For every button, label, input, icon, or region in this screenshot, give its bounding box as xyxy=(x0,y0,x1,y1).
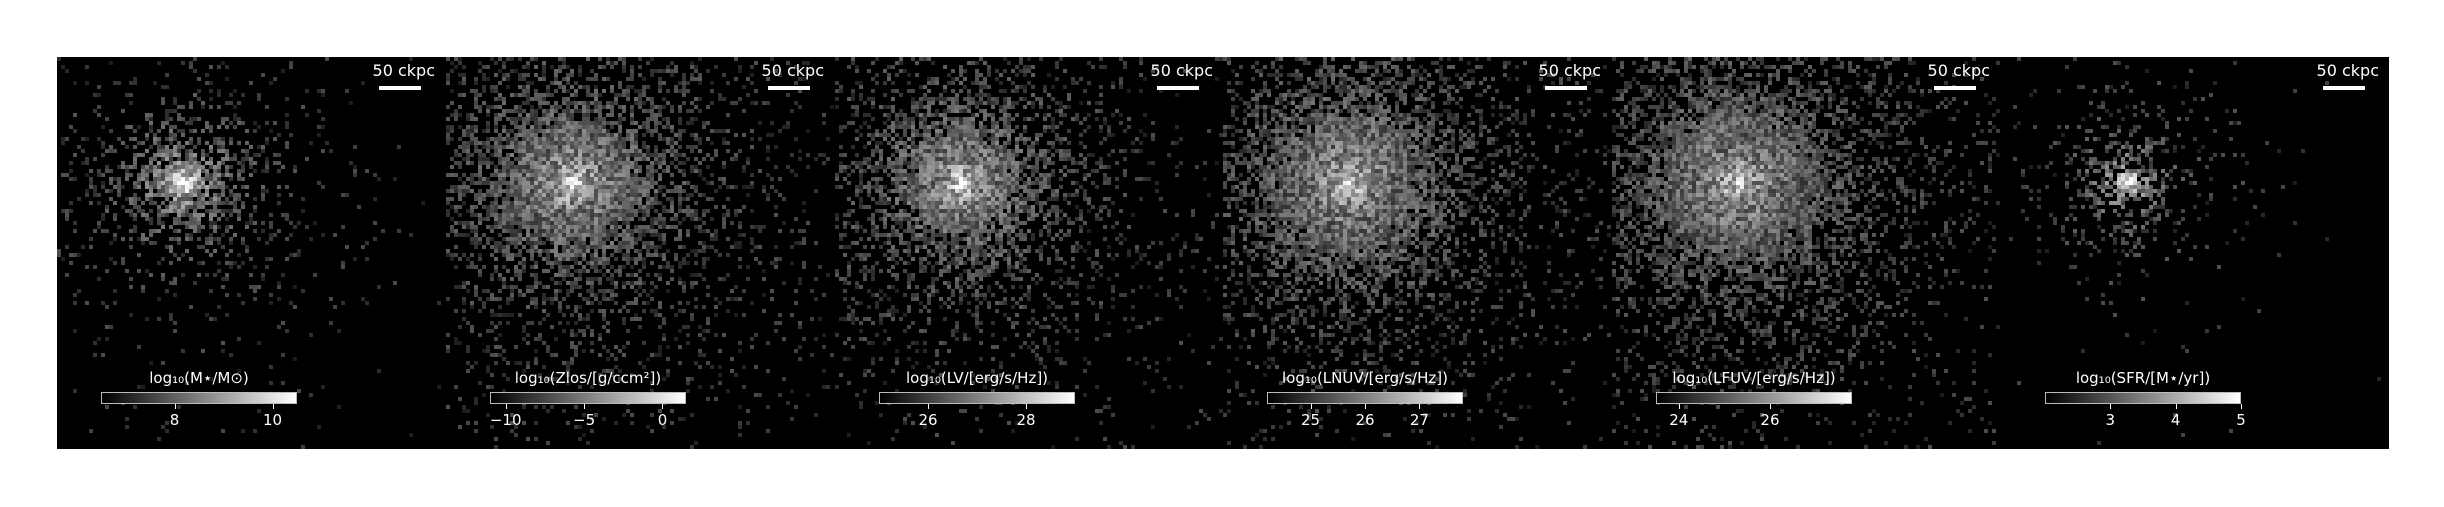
colorbar-tick-label: 24 xyxy=(1669,411,1689,429)
colorbar-label: log₁₀(SFR/[M⋆/yr]) xyxy=(2075,369,2211,387)
colorbar-tick-label: 26 xyxy=(1760,411,1780,429)
colorbar-tick-label: 10 xyxy=(262,411,283,429)
colorbar xyxy=(1267,392,1463,404)
map-panel-metal-column: 50 ckpc log₁₀(Zlos/[g/ccm²]) −10 −5 0 xyxy=(446,57,834,449)
map-panel-sfr: 50 ckpc log₁₀(SFR/[M⋆/yr]) 3 4 5 xyxy=(2001,57,2389,449)
map-panel-nuv-band: 50 ckpc log₁₀(LNUV/[erg/s/Hz]) 25 26 27 xyxy=(1223,57,1611,449)
colorbar xyxy=(101,392,297,404)
colorbar-label: log₁₀(Zlos/[g/ccm²]) xyxy=(514,369,662,387)
map-panel-v-band: 50 ckpc log₁₀(LV/[erg/s/Hz]) 26 28 xyxy=(835,57,1223,449)
colorbar-tick-label: −5 xyxy=(573,411,596,429)
colorbar-label: log₁₀(LFUV/[erg/s/Hz]) xyxy=(1672,369,1836,387)
colorbar-tick xyxy=(928,404,929,409)
colorbar-tick-label: 26 xyxy=(1355,411,1375,429)
colorbar xyxy=(879,392,1075,404)
projected-map-image xyxy=(2001,57,2389,449)
colorbar-tick-label: 0 xyxy=(657,411,668,429)
colorbar-tick xyxy=(2110,404,2112,409)
colorbar-label: log₁₀(LNUV/[erg/s/Hz]) xyxy=(1282,369,1448,387)
colorbar-label: log₁₀(LV/[erg/s/Hz]) xyxy=(905,369,1049,387)
colorbar-tick-label: 4 xyxy=(2170,411,2181,429)
scale-bar xyxy=(768,86,810,90)
colorbar xyxy=(1656,392,1852,404)
colorbar-tick xyxy=(662,404,664,409)
map-panel-fuv-band: 50 ckpc log₁₀(LFUV/[erg/s/Hz]) 24 26 xyxy=(1612,57,2000,449)
colorbar xyxy=(490,392,686,404)
colorbar-tick xyxy=(1419,404,1421,409)
projected-map-image xyxy=(1223,57,1611,449)
colorbar-tick xyxy=(174,404,176,409)
colorbar-tick-label: 27 xyxy=(1409,411,1429,429)
scale-bar xyxy=(1934,86,1976,90)
scale-bar xyxy=(1545,86,1587,90)
colorbar xyxy=(2045,392,2241,404)
colorbar-tick-label: −10 xyxy=(489,411,522,429)
colorbar-tick xyxy=(1769,404,1771,409)
colorbar-tick xyxy=(2241,404,2242,409)
scale-bar-label: 50 ckpc xyxy=(761,61,824,80)
colorbar-tick xyxy=(1678,404,1680,409)
colorbar-tick xyxy=(1026,404,1027,409)
colorbar-tick xyxy=(584,404,586,409)
projected-map-image xyxy=(57,57,445,449)
colorbar-tick xyxy=(505,404,507,409)
scale-bar-label: 50 ckpc xyxy=(1150,61,1213,80)
scale-bar xyxy=(379,86,421,90)
scale-bar xyxy=(1157,86,1199,90)
projected-map-image xyxy=(1612,57,2000,449)
scale-bar-label: 50 ckpc xyxy=(372,61,435,80)
colorbar-tick xyxy=(1310,404,1312,409)
projected-map-image xyxy=(446,57,834,449)
colorbar-label: log₁₀(M⋆/M⊙) xyxy=(149,369,249,387)
scale-bar-label: 50 ckpc xyxy=(1927,61,1990,80)
scale-bar-label: 50 ckpc xyxy=(2316,61,2379,80)
colorbar-tick-label: 25 xyxy=(1301,411,1321,429)
colorbar-tick xyxy=(272,404,274,409)
scale-bar xyxy=(2323,86,2365,90)
colorbar-tick xyxy=(2175,404,2177,409)
map-panel-stellar-mass: 50 ckpc log₁₀(M⋆/M⊙) 8 10 xyxy=(57,57,445,449)
colorbar-tick-label: 5 xyxy=(2236,411,2246,429)
colorbar-tick-label: 26 xyxy=(918,411,938,429)
colorbar-tick xyxy=(1365,404,1366,409)
scale-bar-label: 50 ckpc xyxy=(1538,61,1601,80)
colorbar-tick-label: 8 xyxy=(169,411,180,429)
projected-map-image xyxy=(835,57,1223,449)
colorbar-tick-label: 3 xyxy=(2105,411,2116,429)
map-panel-strip: 50 ckpc log₁₀(M⋆/M⊙) 8 10 50 ckpc log₁₀(Zlos/… xyxy=(57,57,2389,449)
colorbar-tick-label: 28 xyxy=(1016,411,1036,429)
